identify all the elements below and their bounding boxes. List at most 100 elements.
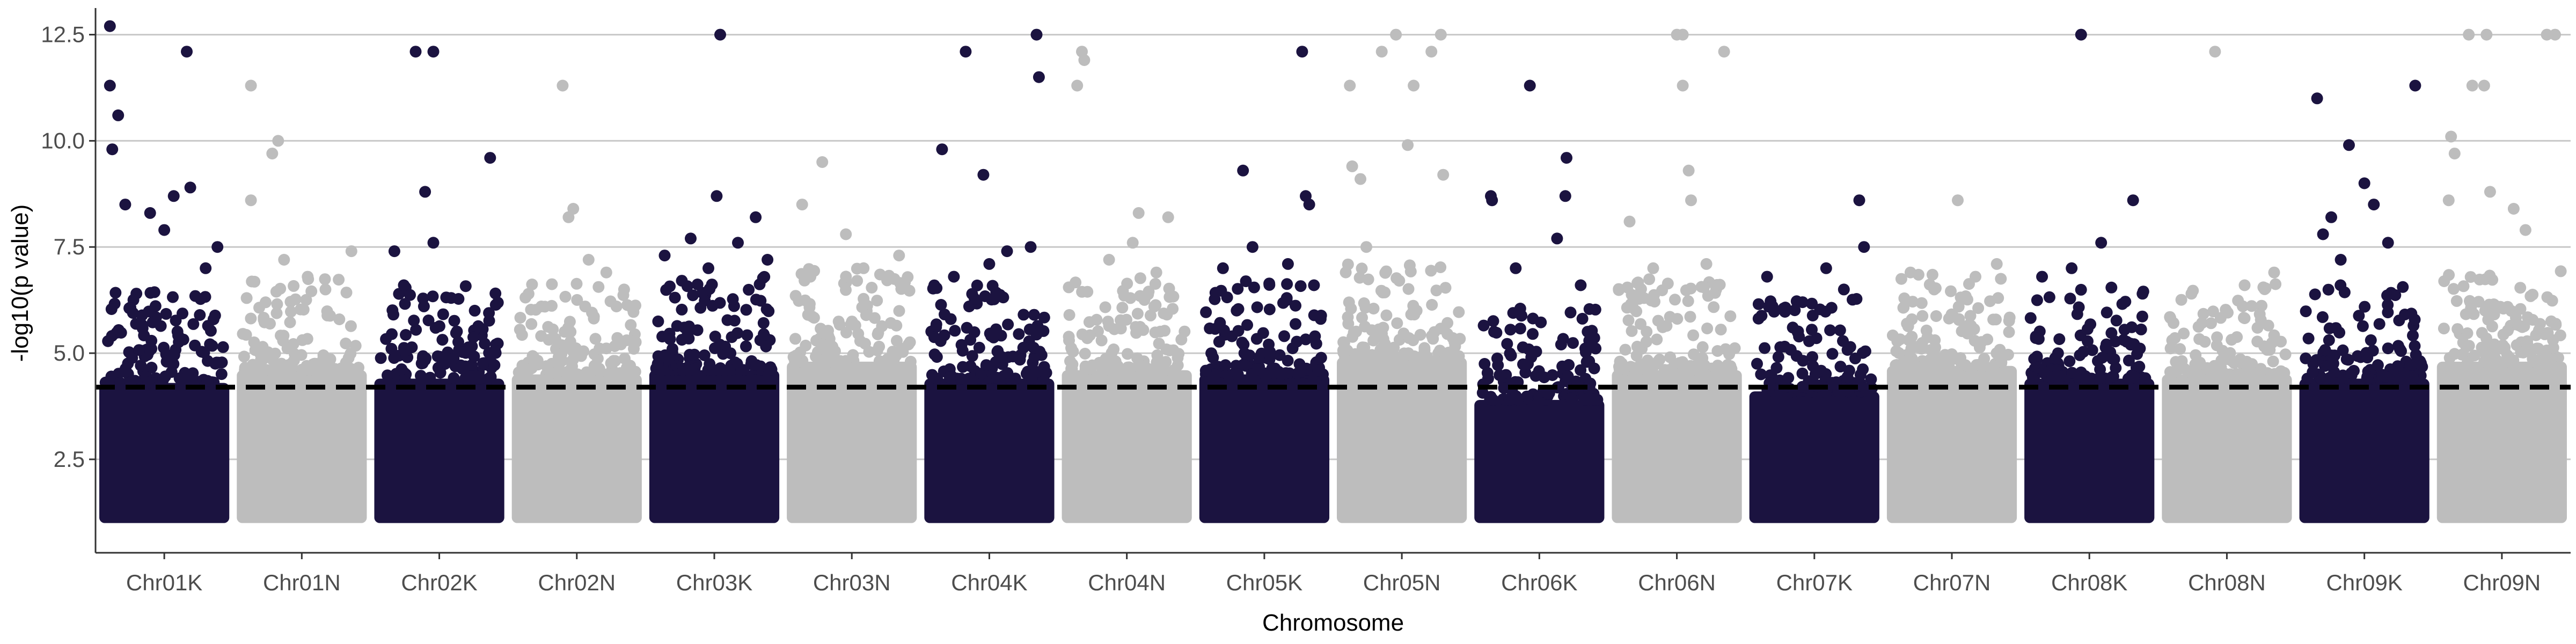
x-tick-label: Chr05K [1226,570,1302,595]
peak-point [211,241,224,253]
data-point [1167,303,1179,315]
data-point [2531,342,2543,355]
peak-point [1150,266,1162,279]
peak-point [1425,46,1438,58]
data-point [1943,358,1955,371]
data-point [1063,281,1075,294]
data-point [1263,338,1275,350]
data-point [2361,372,2374,385]
data-point [2251,335,2264,348]
data-point [2038,365,2050,377]
data-point [1772,351,1784,363]
data-point [2136,310,2148,323]
data-point [652,315,664,327]
data-point [2086,344,2098,356]
data-point [448,372,460,384]
data-point [194,309,206,321]
data-point [1697,281,1710,294]
data-point [1902,334,1915,346]
data-point [1479,358,1491,370]
data-point [1995,273,2007,285]
data-point [1138,294,1151,306]
data-point [189,339,201,352]
data-point [1521,390,1533,402]
data-point [996,350,1008,363]
y-axis-ticks: 2.5 5.0 7.5 10.0 12.5 [41,22,96,472]
data-point [1915,297,1928,309]
data-point [1546,369,1558,381]
data-point [1013,328,1025,340]
peak-point [1402,139,1414,151]
data-point [659,349,671,361]
data-point [2382,306,2394,319]
y-tick-label: 12.5 [41,22,85,47]
y-tick-label: 5.0 [54,340,85,365]
data-point [1426,330,1438,342]
data-point [1066,344,1078,356]
chromosome-band [649,370,780,523]
data-point [1407,334,1419,347]
data-point [466,340,478,353]
peak-point [1408,79,1420,92]
data-point [133,344,145,356]
peak-point [2066,262,2078,274]
data-point [514,324,526,336]
data-point [926,369,938,381]
data-point [714,297,726,309]
peak-point [1970,270,1981,283]
data-point [2319,360,2331,372]
peak-point [1761,270,1773,283]
chromosome-band [1199,374,1329,523]
data-point [866,282,878,294]
data-point [2529,355,2542,368]
data-point [335,362,347,375]
peak-point [750,211,762,223]
data-point [187,318,200,330]
data-point [856,301,868,313]
data-point [434,367,447,379]
data-point [559,326,570,338]
data-point [2438,323,2450,335]
data-point [1278,330,1290,342]
data-point [532,358,544,371]
data-point [546,299,558,312]
data-point [1962,294,1973,306]
data-point [2486,320,2498,333]
peak-point [1682,164,1695,177]
data-point [902,271,914,283]
data-point [1131,308,1144,320]
data-point [1205,347,1218,360]
data-point [2133,361,2146,373]
peak-point [762,254,774,266]
data-point [2197,308,2209,320]
data-point [209,309,221,321]
data-point [1782,372,1795,384]
data-point [1002,318,1014,331]
data-point [559,290,572,303]
data-point [829,345,841,357]
data-point [1543,387,1555,399]
data-point [105,303,118,315]
data-point [687,289,699,302]
data-point [2457,280,2470,292]
chromosome-band [2436,361,2567,523]
data-point [760,340,772,353]
peak-point [469,304,481,317]
x-tick-label: Chr07K [1776,570,1853,595]
peak-point [2549,28,2561,41]
data-point [1481,367,1494,379]
chromosome-band [1612,370,1742,523]
data-point [1517,358,1529,370]
data-point [1943,312,1955,325]
data-point [1219,359,1232,371]
data-point [765,363,778,376]
data-point [1435,261,1447,273]
peak-point [1024,241,1037,253]
peak-point [1853,194,1865,207]
data-point [274,282,287,295]
data-point [1752,298,1765,310]
data-point [893,305,905,317]
data-point [2105,327,2118,339]
peak-point [1623,215,1636,228]
x-axis-ticks: Chr01K Chr01N Chr02K Chr02N Chr03K Chr03N Chr0… [126,553,2541,595]
